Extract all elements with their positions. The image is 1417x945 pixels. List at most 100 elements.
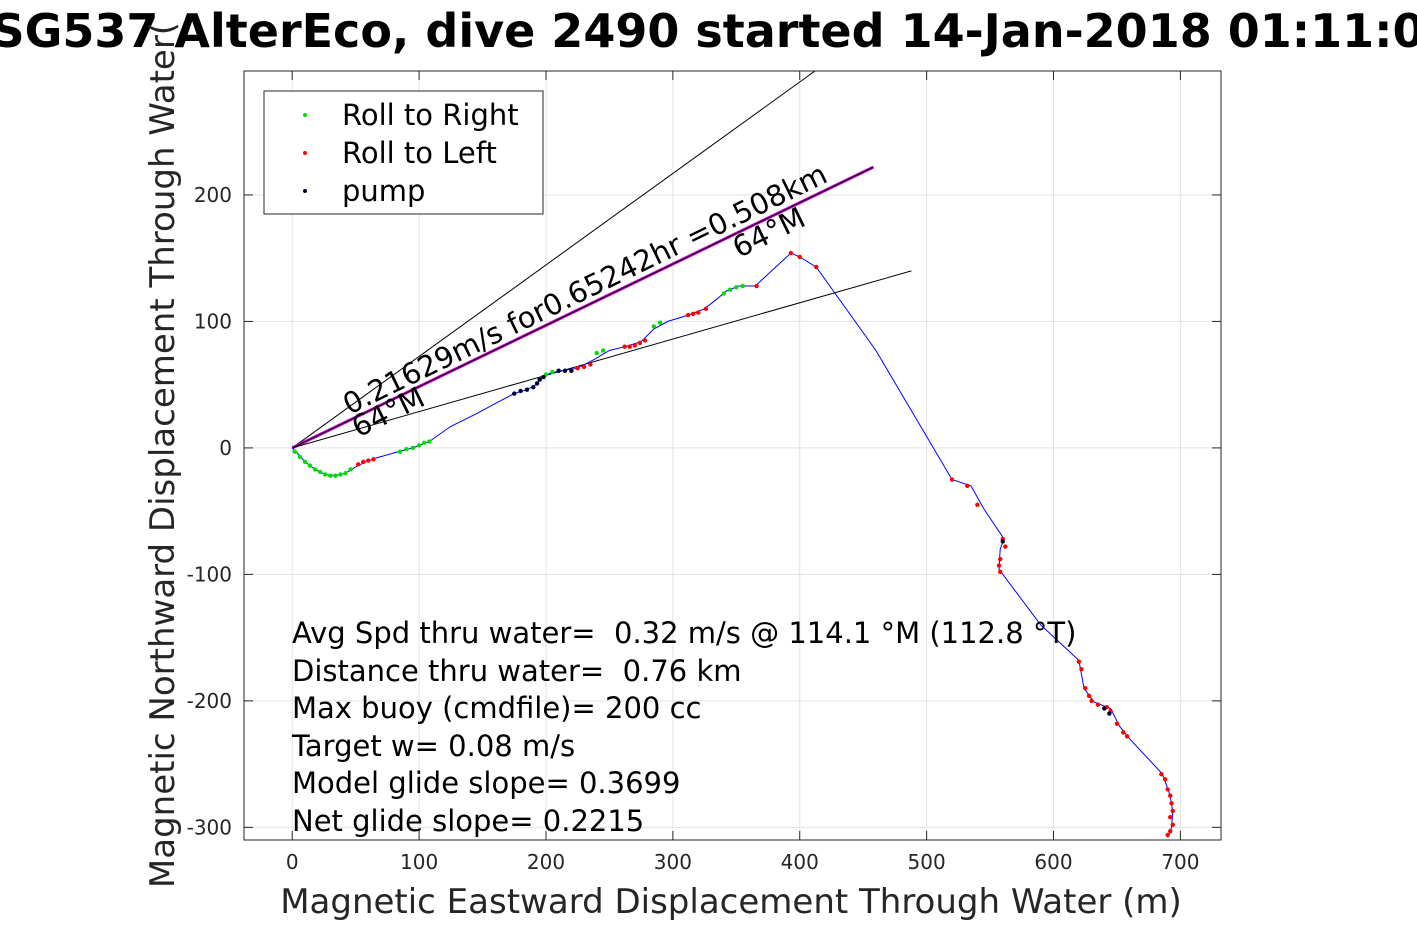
- roll-right-point: [594, 350, 599, 356]
- roll-left-point: [1124, 734, 1130, 739]
- roll-right-point: [727, 287, 733, 293]
- roll-right-point: [734, 285, 739, 290]
- stat-target-w: Target w= 0.08 m/s: [291, 729, 575, 763]
- pump-point: [541, 374, 546, 380]
- roll-left-point: [588, 362, 593, 367]
- y-tick-label: -200: [187, 689, 232, 713]
- stat-net-glide-slope: Net glide slope= 0.2215: [292, 804, 644, 838]
- roll-left-point: [703, 306, 709, 311]
- roll-left-point: [754, 283, 759, 289]
- roll-left-point: [642, 338, 648, 343]
- stat-max-buoy: Max buoy (cmdfile)= 200 cc: [292, 691, 701, 725]
- stat-distance: Distance thru water= 0.76 km: [292, 654, 742, 688]
- roll-left-point: [949, 477, 955, 482]
- x-tick-label: 400: [781, 850, 819, 874]
- roll-left-point: [996, 563, 1002, 568]
- roll-left-point: [685, 312, 691, 318]
- roll-left-point: [1168, 815, 1173, 820]
- grid: [244, 71, 1221, 840]
- roll-left-point: [1170, 822, 1175, 828]
- roll-left-point: [1086, 693, 1092, 699]
- y-tick-label: 200: [194, 183, 232, 207]
- legend-marker-pump: [303, 189, 307, 193]
- roll-right-point: [338, 472, 343, 477]
- ticks: 0 100 200 300 400 500 600 700 -300 -200 -100 0 100 20…: [187, 71, 1221, 874]
- roll-left-point: [1170, 808, 1175, 814]
- y-tick-label: -300: [187, 815, 232, 839]
- roll-right-point: [410, 445, 415, 451]
- roll-left-point: [366, 458, 371, 463]
- chart-title: SG537 AlterEco, dive 2490 started 14-Jan…: [0, 4, 1417, 58]
- roll-right-point: [343, 471, 348, 476]
- roll-left-point: [797, 254, 802, 260]
- pump-point: [1102, 706, 1107, 711]
- x-tick-label: 100: [400, 850, 438, 874]
- roll-right-point: [550, 369, 555, 375]
- roll-left-point: [1169, 801, 1174, 806]
- roll-right-point: [740, 283, 745, 289]
- roll-left-point: [1165, 832, 1170, 838]
- pump-point: [562, 368, 568, 373]
- stats-block: Avg Spd thru water= 0.32 m/s @ 114.1 °M …: [291, 616, 1076, 838]
- roll-left-point: [788, 250, 794, 256]
- roll-right-point: [317, 469, 323, 475]
- roll-right-point: [397, 449, 403, 454]
- legend: Roll to Right Roll to Left pump: [263, 90, 544, 215]
- x-tick-label: 300: [654, 850, 692, 874]
- pump-point: [524, 387, 530, 392]
- roll-right-point: [657, 320, 663, 325]
- roll-right-point: [348, 467, 353, 472]
- roll-right-point: [421, 440, 427, 446]
- roll-left-point: [965, 483, 970, 489]
- legend-box: [263, 90, 544, 215]
- pump-point: [534, 381, 540, 386]
- pump-point: [518, 388, 523, 394]
- x-tick-label: 700: [1161, 850, 1199, 874]
- roll-left-point: [1165, 787, 1170, 792]
- roll-left-point: [637, 340, 643, 346]
- roll-left-point: [696, 310, 701, 315]
- roll-left-point: [1076, 659, 1082, 664]
- x-tick-label: 0: [286, 850, 299, 874]
- roll-right-point: [427, 439, 432, 444]
- roll-left-point: [1079, 667, 1084, 672]
- y-tick-label: 100: [194, 309, 232, 333]
- roll-left-point: [355, 462, 361, 467]
- track-layer: [291, 252, 1174, 838]
- reference-lines: [291, 71, 912, 450]
- roll-left-point: [1114, 721, 1120, 726]
- pump-point: [569, 368, 574, 373]
- roll-right-point: [404, 446, 409, 452]
- roll-left-point: [1168, 828, 1173, 834]
- roll-right-point: [312, 467, 318, 472]
- upper-line: [291, 71, 816, 449]
- roll-right-point: [721, 291, 726, 296]
- y-tick-label: 0: [219, 436, 232, 460]
- roll-left-point: [575, 366, 580, 371]
- legend-marker-roll-right: [303, 113, 307, 117]
- roll-left-point: [1168, 793, 1173, 798]
- roll-right-point: [333, 473, 338, 478]
- plot-frame: [243, 70, 1222, 841]
- roll-right-point: [297, 454, 303, 459]
- roll-left-point: [627, 344, 632, 349]
- roll-left-point: [371, 457, 376, 462]
- points-layer: [292, 250, 1175, 838]
- stat-model-glide-slope: Model glide slope= 0.3699: [292, 766, 680, 800]
- pump-point: [1000, 539, 1005, 544]
- lower-line: [292, 270, 912, 449]
- roll-left-point: [1095, 702, 1101, 707]
- roll-left-point: [622, 344, 627, 349]
- pump-point: [556, 368, 561, 373]
- roll-right-point: [600, 348, 606, 353]
- roll-left-point: [1162, 777, 1168, 782]
- y-axis-label: Magnetic Northward Displacement Through …: [143, 22, 183, 888]
- pump-point: [1107, 711, 1112, 716]
- legend-marker-roll-left: [303, 151, 307, 155]
- roll-right-point: [323, 472, 328, 477]
- pump-point: [512, 391, 517, 396]
- roll-right-point: [651, 324, 657, 329]
- x-axis-label: Magnetic Eastward Displacement Through W…: [280, 882, 1182, 922]
- roll-right-point: [292, 449, 297, 454]
